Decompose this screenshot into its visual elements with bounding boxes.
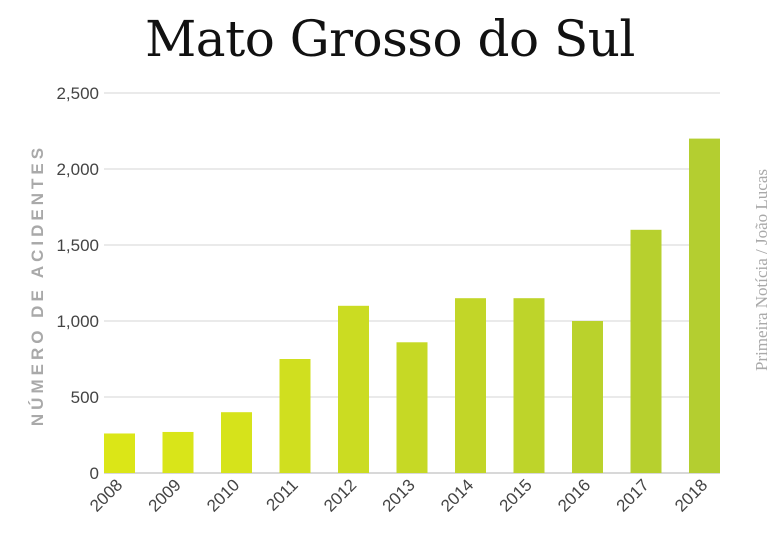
y-tick-label: 2,500 (56, 84, 99, 103)
x-tick-label: 2016 (554, 475, 594, 515)
bar-2010 (221, 412, 252, 473)
x-tick-label: 2011 (263, 475, 302, 514)
bar-2009 (162, 431, 194, 473)
bar-2016 (572, 321, 603, 473)
x-tick-label: 2015 (496, 475, 536, 515)
x-tick-label: 2012 (320, 475, 360, 515)
x-axis-ticks: 2008 2009 2010 2011 2012 2013 2014 2015 2016 2017… (86, 475, 711, 515)
x-tick-label: 2014 (437, 475, 477, 515)
x-tick-label: 2009 (145, 475, 185, 515)
y-tick-label: 1,000 (56, 312, 99, 331)
y-tick-label: 0 (90, 464, 99, 483)
chart-title: Mato Grosso do Sul (145, 10, 635, 68)
y-tick-label: 500 (71, 388, 99, 407)
bar-2014 (455, 298, 486, 473)
bar-2011 (279, 359, 311, 473)
x-tick-label: 2013 (379, 475, 419, 515)
x-tick-label: 2018 (671, 475, 711, 515)
bar-2017 (630, 229, 662, 473)
bar-2015 (513, 298, 545, 473)
y-tick-label: 2,000 (56, 160, 99, 179)
bars (104, 138, 720, 473)
x-tick-label: 2017 (613, 475, 653, 515)
bar-2013 (396, 342, 428, 473)
bar-2018 (689, 138, 720, 473)
x-tick-label: 2010 (203, 475, 243, 515)
bar-2012 (338, 305, 369, 473)
y-axis-ticks: 0 500 1,000 1,500 2,000 2,500 (56, 84, 99, 483)
bar-2008 (104, 433, 135, 473)
y-tick-label: 1,500 (56, 236, 99, 255)
